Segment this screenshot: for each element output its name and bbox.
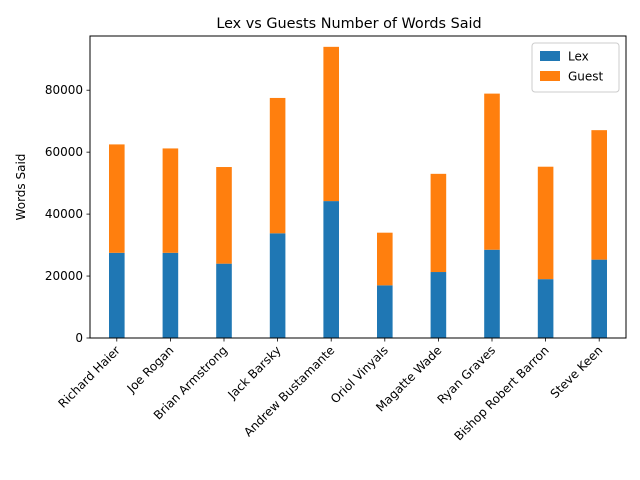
bar-guest-6 bbox=[430, 173, 447, 273]
legend-swatch-guest bbox=[540, 71, 560, 81]
bar-guest-1 bbox=[162, 148, 179, 253]
bar-guest-7 bbox=[484, 93, 500, 250]
legend: Lex Guest bbox=[531, 42, 620, 93]
y-tick-label-2: 40000 bbox=[45, 207, 83, 221]
x-tick-label-0: Richard Haier bbox=[55, 343, 123, 411]
bar-lex-6 bbox=[430, 272, 447, 338]
legend-label-lex: Lex bbox=[568, 50, 589, 64]
y-axis: 0 20000 40000 60000 80000 bbox=[45, 83, 90, 345]
bars-layer bbox=[109, 46, 607, 338]
bar-lex-3 bbox=[269, 233, 286, 338]
bar-lex-4 bbox=[323, 201, 339, 338]
legend-label-guest: Guest bbox=[568, 70, 604, 84]
plot-frame bbox=[89, 35, 627, 339]
x-tick-label-4: Andrew Bustamante bbox=[241, 343, 337, 439]
bar-lex-9 bbox=[591, 259, 607, 338]
bar-guest-0 bbox=[109, 144, 125, 253]
x-tick-label-9: Steve Keen bbox=[548, 343, 606, 401]
bar-guest-5 bbox=[377, 232, 393, 286]
bar-guest-2 bbox=[216, 167, 232, 264]
chart-title: Lex vs Guests Number of Words Said bbox=[216, 16, 481, 32]
y-tick-label-1: 20000 bbox=[45, 269, 83, 283]
x-tick-label-8: Bishop Robert Barron bbox=[452, 343, 552, 443]
y-tick-label-0: 0 bbox=[75, 331, 83, 345]
x-tick-label-3: Jack Barsky bbox=[225, 343, 284, 402]
bar-lex-1 bbox=[162, 252, 179, 338]
y-tick-label-4: 80000 bbox=[45, 83, 83, 97]
bar-guest-8 bbox=[537, 166, 554, 280]
bar-lex-0 bbox=[109, 252, 125, 338]
bar-lex-2 bbox=[216, 263, 232, 338]
bar-guest-4 bbox=[323, 46, 339, 202]
bar-guest-9 bbox=[591, 130, 607, 260]
bar-lex-5 bbox=[377, 285, 393, 338]
bar-lex-7 bbox=[484, 249, 500, 338]
x-tick-label-1: Joe Rogan bbox=[124, 343, 177, 396]
bar-lex-8 bbox=[537, 279, 554, 338]
legend-swatch-lex bbox=[540, 51, 560, 61]
y-tick-label-3: 60000 bbox=[45, 145, 83, 159]
bar-guest-3 bbox=[269, 97, 286, 234]
y-axis-label: Words Said bbox=[14, 154, 28, 221]
